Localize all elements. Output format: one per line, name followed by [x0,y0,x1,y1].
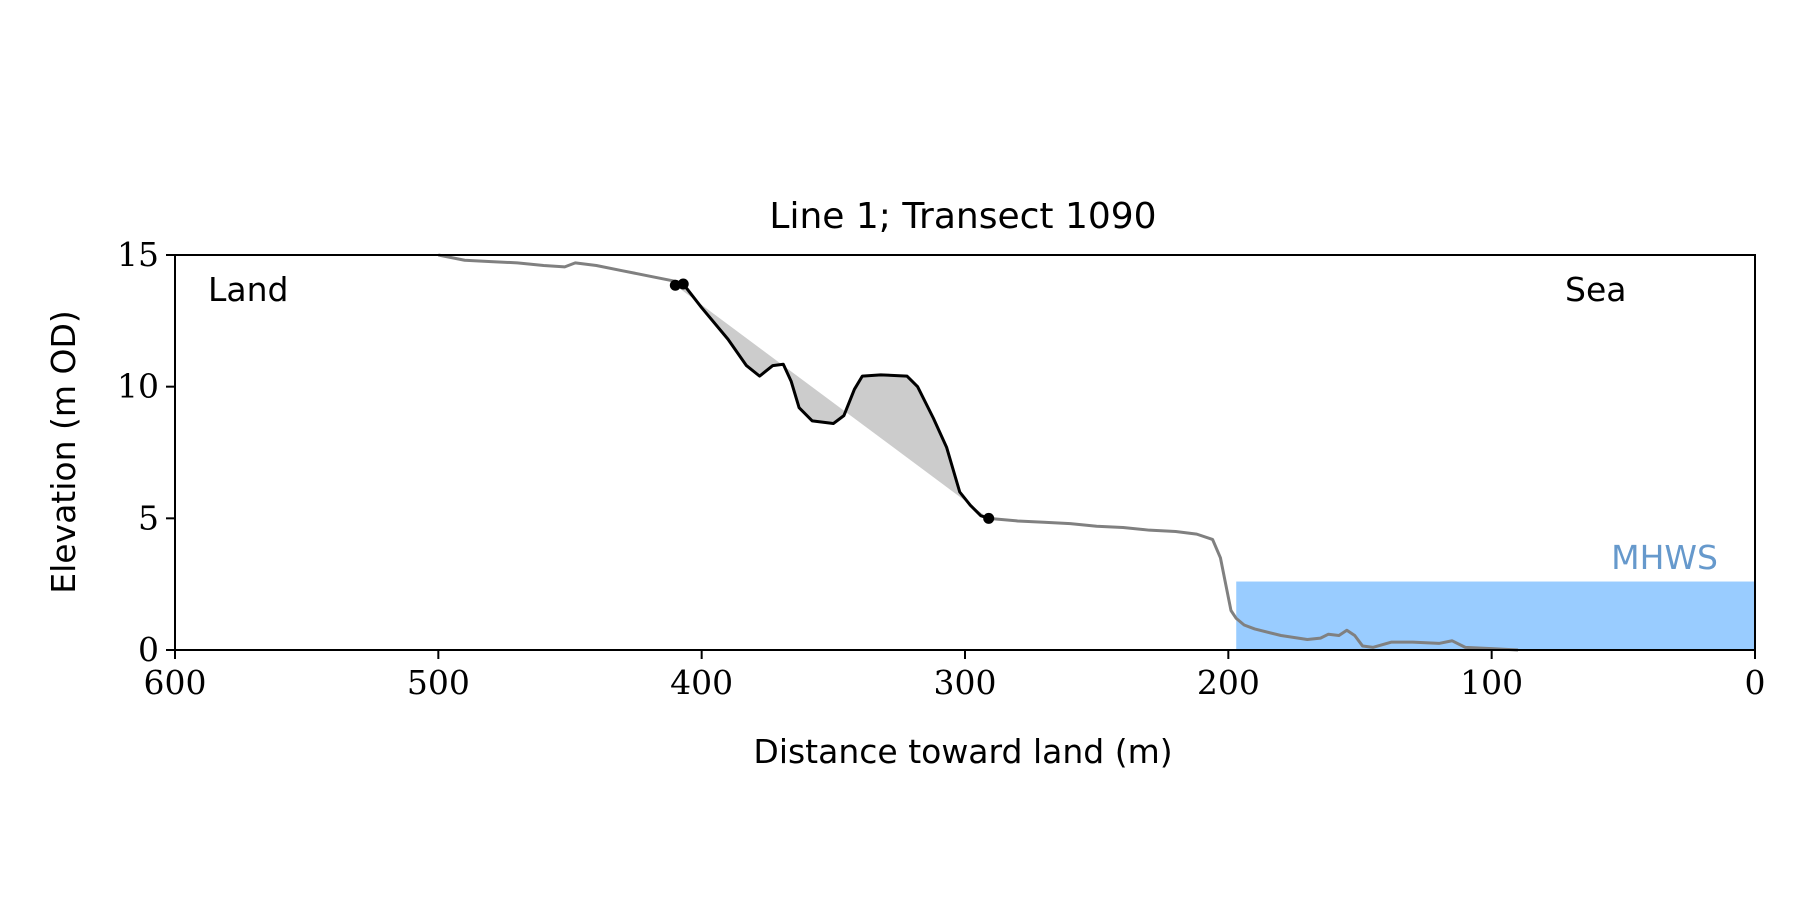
y-tick-label: 5 [138,498,159,537]
profile-line-segment-1 [438,253,682,286]
x-tick-label: 200 [1197,663,1260,702]
y-tick-label: 0 [138,630,159,669]
feature-endpoint-extra [677,278,689,290]
sea-label: Sea [1565,270,1626,309]
chart-title: Line 1; Transect 1090 [769,196,1156,237]
y-tick-label: 15 [117,235,159,274]
y-axis-label: Elevation (m OD) [44,310,83,594]
cliff-feature-line [675,282,990,520]
x-tick-label: 300 [934,663,997,702]
mhws-label: MHWS [1611,538,1718,577]
y-axis: 0 5 10 15 [117,235,175,669]
plot-area [438,253,1755,652]
profile-line-segment-2 [988,516,1519,652]
x-tick-label: 400 [670,663,733,702]
feature-endpoint-2 [983,512,995,524]
x-axis: 600 500 400 300 200 100 0 [144,650,1766,702]
y-tick-label: 10 [117,367,159,406]
x-tick-label: 500 [407,663,470,702]
eroded-area-fill [675,283,989,519]
land-label: Land [208,270,288,309]
x-tick-label: 0 [1745,663,1766,702]
x-tick-label: 100 [1460,663,1523,702]
x-tick-label: 600 [144,663,207,702]
x-axis-label: Distance toward land (m) [753,732,1172,771]
